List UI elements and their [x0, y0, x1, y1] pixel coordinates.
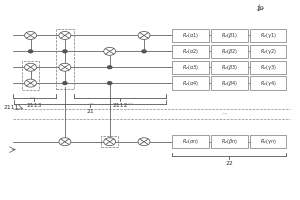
FancyBboxPatch shape — [172, 135, 209, 148]
Text: $R_z(\alpha3)$: $R_z(\alpha3)$ — [182, 63, 199, 72]
Circle shape — [104, 138, 116, 146]
FancyBboxPatch shape — [172, 45, 209, 58]
Bar — [22, 61, 39, 90]
FancyBboxPatch shape — [211, 45, 248, 58]
Text: ...: ... — [29, 94, 35, 99]
Circle shape — [59, 31, 71, 39]
Text: 20: 20 — [257, 6, 264, 11]
Circle shape — [63, 50, 67, 53]
Circle shape — [25, 63, 37, 71]
Text: $R_z(\gamma4)$: $R_z(\gamma4)$ — [260, 79, 277, 88]
Text: $R_z(\alpha1)$: $R_z(\alpha1)$ — [182, 31, 199, 40]
Text: ...: ... — [89, 100, 95, 105]
Circle shape — [25, 31, 37, 39]
Circle shape — [63, 82, 67, 85]
Text: $R_z(\beta2)$: $R_z(\beta2)$ — [221, 47, 238, 56]
Text: 2113: 2113 — [27, 103, 42, 108]
Text: 21: 21 — [86, 109, 94, 114]
FancyBboxPatch shape — [250, 45, 286, 58]
Text: $R_z(\gamma2)$: $R_z(\gamma2)$ — [260, 47, 277, 56]
Circle shape — [138, 31, 150, 39]
Circle shape — [108, 66, 112, 69]
Circle shape — [59, 63, 71, 71]
Text: $R_z(\beta3)$: $R_z(\beta3)$ — [221, 63, 238, 72]
Text: $R_z(\alpha n)$: $R_z(\alpha n)$ — [182, 137, 199, 146]
FancyBboxPatch shape — [250, 29, 286, 42]
Text: $R_z(\beta n)$: $R_z(\beta n)$ — [221, 137, 238, 146]
Text: ...: ... — [128, 100, 134, 105]
Text: $R_z(\beta1)$: $R_z(\beta1)$ — [221, 31, 238, 40]
Text: $R_z(\gamma3)$: $R_z(\gamma3)$ — [260, 63, 277, 72]
Text: 22: 22 — [226, 161, 233, 166]
FancyBboxPatch shape — [211, 135, 248, 148]
Text: $R_z(\alpha4)$: $R_z(\alpha4)$ — [182, 79, 199, 88]
FancyBboxPatch shape — [211, 61, 248, 74]
FancyBboxPatch shape — [250, 135, 286, 148]
Bar — [56, 29, 74, 89]
Text: $R_z(\gamma1)$: $R_z(\gamma1)$ — [260, 31, 277, 40]
FancyBboxPatch shape — [211, 29, 248, 42]
FancyBboxPatch shape — [172, 61, 209, 74]
FancyBboxPatch shape — [250, 76, 286, 90]
FancyBboxPatch shape — [211, 76, 248, 90]
Text: $R_z(\alpha2)$: $R_z(\alpha2)$ — [182, 47, 199, 56]
Text: ...: ... — [222, 110, 228, 115]
FancyBboxPatch shape — [172, 76, 209, 90]
Circle shape — [28, 50, 33, 53]
Circle shape — [104, 47, 116, 55]
Circle shape — [142, 50, 146, 53]
Text: $R_z(\gamma n)$: $R_z(\gamma n)$ — [260, 137, 277, 146]
Circle shape — [138, 138, 150, 146]
FancyBboxPatch shape — [250, 61, 286, 74]
Circle shape — [59, 138, 71, 146]
Circle shape — [108, 82, 112, 85]
Bar — [101, 136, 118, 147]
Text: 2112: 2112 — [112, 103, 128, 108]
Text: 2111: 2111 — [4, 105, 19, 110]
Circle shape — [25, 79, 37, 87]
FancyBboxPatch shape — [172, 29, 209, 42]
Text: $R_z(\beta4)$: $R_z(\beta4)$ — [221, 79, 238, 88]
